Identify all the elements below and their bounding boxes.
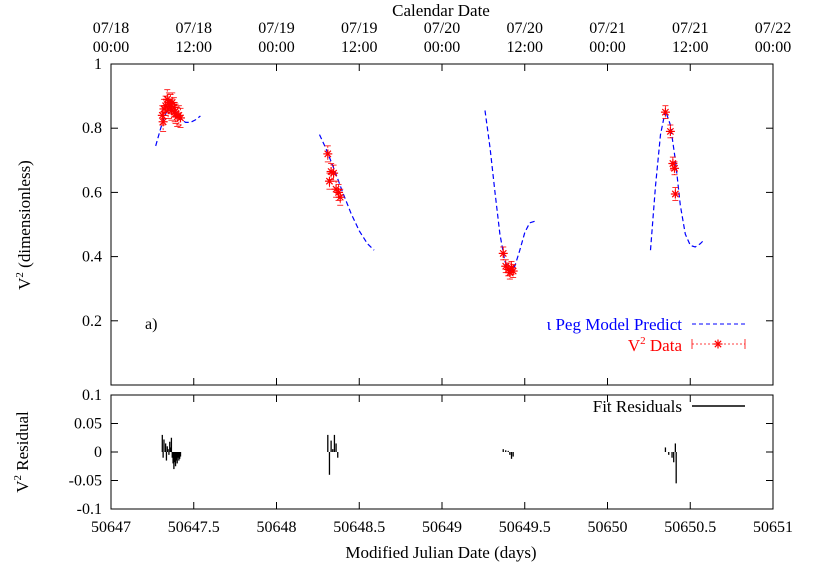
y-tick-label: 0.4 <box>82 249 102 266</box>
x-tick-label: 50647.5 <box>168 519 220 536</box>
model-curve <box>649 108 704 251</box>
model-prediction-lines <box>155 104 704 272</box>
y-tick-label: 0.1 <box>82 387 102 404</box>
data-point <box>670 187 680 201</box>
x-tick-label: 50647 <box>91 519 131 536</box>
top-tick-time: 12:00 <box>507 39 543 56</box>
legend-residual-label: Fit Residuals <box>593 397 682 416</box>
x-tick-label: 50649 <box>422 519 462 536</box>
model-curve <box>484 110 535 272</box>
top-tick-time: 12:00 <box>672 39 708 56</box>
data-point <box>170 102 180 123</box>
top-tick-date: 07/20 <box>507 20 543 37</box>
top-tick-date: 07/20 <box>424 20 460 37</box>
top-tick-time: 00:00 <box>589 39 625 56</box>
data-point <box>670 161 680 176</box>
data-point <box>176 107 186 128</box>
top-tick-date: 07/21 <box>672 20 708 37</box>
x-tick-label: 50648.5 <box>333 519 385 536</box>
data-point <box>163 98 173 119</box>
top-tick-time: 12:00 <box>341 39 377 56</box>
data-point <box>660 105 670 119</box>
top-y-axis-label: V2 (dimensionless) <box>14 160 34 290</box>
top-axis-title: Calendar Date <box>392 1 490 20</box>
y-tick-label: 0 <box>94 444 102 461</box>
top-tick-date: 07/19 <box>341 20 377 37</box>
v2-data-points <box>157 89 680 280</box>
bottom-legend: Fit Residuals <box>593 397 745 416</box>
x-tick-label: 50651 <box>753 519 793 536</box>
data-point <box>508 264 518 278</box>
y-tick-label: 0.6 <box>82 184 102 201</box>
data-point <box>335 188 345 206</box>
top-tick-time: 00:00 <box>93 39 129 56</box>
top-tick-time: 00:00 <box>258 39 294 56</box>
residual-bars <box>161 434 677 484</box>
top-panel-x-ticks <box>110 64 774 385</box>
top-axis-ticks: 07/18 00:00 07/18 12:00 07/19 00:00 07/19 12:00… <box>93 20 791 56</box>
data-point <box>498 246 508 261</box>
data-point <box>323 145 333 163</box>
y-tick-label: -0.1 <box>77 501 102 518</box>
data-point <box>324 172 334 190</box>
legend-data-label: V2 Data <box>628 335 683 355</box>
x-tick-label: 50650 <box>588 519 628 536</box>
top-tick-time: 00:00 <box>424 39 460 56</box>
top-tick-date: 07/18 <box>176 20 212 37</box>
top-tick-date: 07/18 <box>93 20 129 37</box>
top-panel-y-ticks: 0.2 0.4 0.6 0.8 1 <box>82 56 773 330</box>
legend-data-swatch <box>691 339 746 349</box>
top-tick-date: 07/21 <box>589 20 625 37</box>
x-tick-label: 50649.5 <box>499 519 551 536</box>
y-tick-label: 0.8 <box>82 120 102 137</box>
bottom-panel-x-ticks: 50647 50647.5 50648 50648.5 50649 50649.5 5065… <box>91 395 793 536</box>
top-legend: ι Peg Model Predict V2 Data <box>547 315 746 355</box>
top-tick-date: 07/19 <box>258 20 294 37</box>
x-tick-label: 50648 <box>257 519 297 536</box>
y-tick-label: 1 <box>94 56 102 73</box>
data-point <box>665 124 675 139</box>
legend-model-label: ι Peg Model Predict <box>547 315 683 334</box>
top-tick-date: 07/22 <box>755 20 791 37</box>
x-axis-label: Modified Julian Date (days) <box>345 543 536 562</box>
x-tick-label: 50650.5 <box>664 519 716 536</box>
top-tick-time: 12:00 <box>176 39 212 56</box>
top-tick-time: 00:00 <box>755 39 791 56</box>
y-tick-label: 0.2 <box>82 313 102 330</box>
bottom-y-axis-label: V2 Residual <box>12 411 32 493</box>
y-tick-label: -0.05 <box>69 473 102 490</box>
data-point <box>326 163 336 180</box>
panel-label: a) <box>145 316 157 333</box>
y-tick-label: 0.05 <box>74 416 102 433</box>
bottom-panel-y-ticks: -0.1 -0.05 0 0.05 0.1 <box>69 387 773 518</box>
